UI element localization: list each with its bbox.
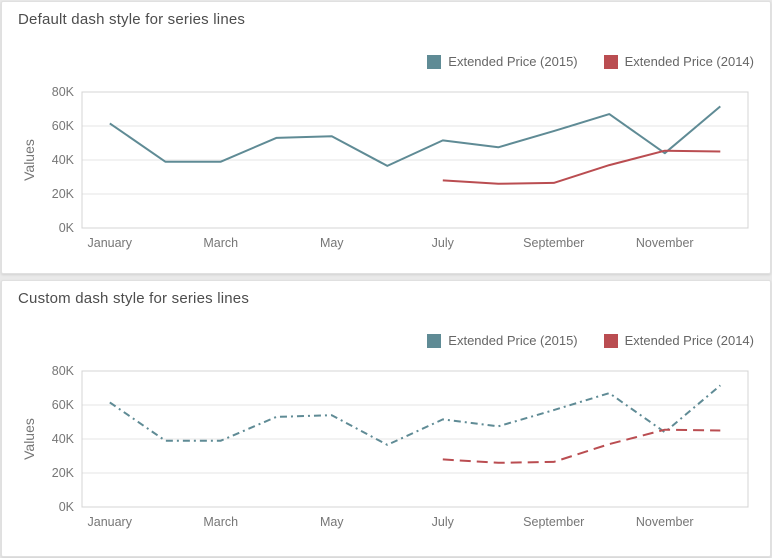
svg-text:20K: 20K	[52, 187, 75, 201]
x-axis-labels: January March May July September November	[88, 236, 694, 250]
svg-text:September: September	[523, 515, 584, 529]
series-line-0	[109, 105, 721, 167]
series-line-1	[442, 149, 721, 185]
svg-text:May: May	[320, 515, 344, 529]
svg-text:January: January	[88, 515, 133, 529]
svg-text:20K: 20K	[52, 466, 75, 480]
line-chart: 0K 20K 40K 60K 80K January March May July Septemb…	[21, 364, 749, 529]
svg-text:May: May	[320, 236, 344, 250]
gridlines	[82, 125, 748, 195]
svg-text:March: March	[203, 236, 238, 250]
svg-text:November: November	[636, 515, 694, 529]
legend-item-2015[interactable]: Extended Price (2015)	[427, 54, 578, 69]
svg-text:40K: 40K	[52, 432, 75, 446]
legend-label-2014: Extended Price (2014)	[624, 54, 754, 69]
svg-text:80K: 80K	[52, 85, 75, 99]
legend-swatch-2015-icon	[427, 333, 442, 348]
legend-swatch-2014-icon	[603, 333, 618, 348]
svg-text:60K: 60K	[52, 119, 75, 133]
chart-card-custom-dash: Custom dash style for series lines 0K 20K…	[1, 280, 771, 557]
svg-text:40K: 40K	[52, 153, 75, 167]
chart-legend: Extended Price (2015) Extended Price (20…	[427, 54, 754, 69]
svg-text:November: November	[636, 236, 694, 250]
legend-label-2014: Extended Price (2014)	[624, 333, 754, 348]
svg-text:0K: 0K	[59, 500, 75, 514]
chart-title: Custom dash style for series lines	[18, 290, 250, 307]
legend-label-2015: Extended Price (2015)	[448, 54, 578, 69]
svg-text:September: September	[523, 236, 584, 250]
series-line-1	[442, 428, 721, 464]
plot-border	[81, 370, 749, 508]
x-axis-labels: January March May July September November	[88, 515, 694, 529]
svg-text:July: July	[432, 236, 455, 250]
svg-text:80K: 80K	[52, 364, 75, 378]
svg-text:March: March	[203, 515, 238, 529]
plot-border	[81, 91, 749, 229]
svg-text:60K: 60K	[52, 398, 75, 412]
svg-text:July: July	[432, 515, 455, 529]
y-axis-labels: 0K 20K 40K 60K 80K	[52, 85, 75, 235]
legend-swatch-2015-icon	[427, 54, 442, 69]
legend-label-2015: Extended Price (2015)	[448, 333, 578, 348]
y-axis-title: Values	[21, 418, 37, 460]
legend-item-2014[interactable]: Extended Price (2014)	[603, 54, 754, 69]
chart-card-default-dash: Default dash style for series lines 0K 20…	[1, 1, 771, 274]
legend-item-2014[interactable]: Extended Price (2014)	[603, 333, 754, 348]
line-chart: 0K 20K 40K 60K 80K January March May July Septemb…	[21, 85, 749, 250]
legend-item-2015[interactable]: Extended Price (2015)	[427, 333, 578, 348]
svg-text:0K: 0K	[59, 221, 75, 235]
y-axis-title: Values	[21, 139, 37, 181]
svg-text:January: January	[88, 236, 133, 250]
legend-swatch-2014-icon	[603, 54, 618, 69]
y-axis-labels: 0K 20K 40K 60K 80K	[52, 364, 75, 514]
chart-title: Default dash style for series lines	[18, 11, 246, 28]
gridlines	[82, 404, 748, 474]
chart-legend: Extended Price (2015) Extended Price (20…	[427, 333, 754, 348]
series-line-0	[109, 384, 721, 446]
